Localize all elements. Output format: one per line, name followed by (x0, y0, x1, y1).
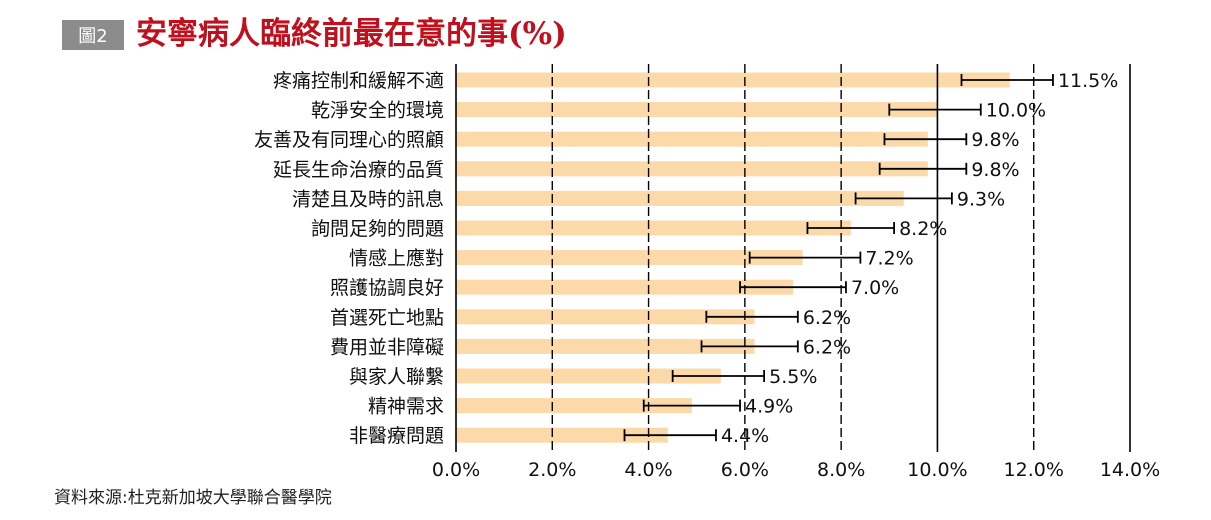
category-label: 清楚且及時的訊息 (292, 188, 444, 210)
error-bar (878, 162, 968, 175)
error-bar (854, 192, 953, 205)
category-label: 乾淨安全的環境 (311, 100, 444, 122)
category-label: 照護協調良好 (330, 277, 444, 299)
error-bar (806, 222, 895, 234)
data-label: 9.3% (957, 188, 1005, 210)
bar (456, 279, 793, 295)
bar (456, 190, 904, 206)
grid-layer (455, 64, 1131, 452)
error-bar (888, 103, 982, 116)
error-bar (960, 74, 1054, 86)
bars-layer (456, 72, 1010, 443)
source-note: 資料來源:杜克新加坡大學聯合醫學院 (54, 488, 332, 508)
x-tick-label: 6.0% (721, 459, 769, 481)
figure-label: 圖2 (62, 20, 124, 50)
chart-title: 安寧病人臨終前最在意的事(%) (136, 16, 567, 52)
bar (456, 250, 803, 266)
bar (456, 427, 668, 443)
data-label: 4.9% (745, 396, 793, 418)
category-label: 首選死亡地點 (330, 307, 444, 329)
data-label: 8.2% (899, 218, 947, 240)
error-bar (748, 251, 862, 264)
labels-layer: 0.0% 2.0% 4.0% 6.0% 8.0% 10.0% 12.0% 14.0% 疼痛控制和… (254, 70, 1160, 481)
category-label: 精神需求 (368, 396, 444, 418)
error-bar (883, 133, 968, 146)
x-tick-label: 12.0% (1004, 459, 1064, 481)
category-label: 疼痛控制和緩解不適 (273, 70, 444, 92)
bar (456, 102, 938, 118)
category-label: 非醫療問題 (349, 425, 444, 447)
category-label: 費用並非障礙 (330, 336, 444, 358)
bar (456, 72, 1010, 88)
data-label: 9.8% (971, 159, 1019, 181)
bar (456, 338, 755, 354)
category-label: 情感上應對 (349, 247, 444, 270)
bar (456, 161, 928, 177)
data-label: 4.4% (721, 425, 769, 447)
error-bar (739, 281, 847, 294)
x-tick-label: 10.0% (907, 459, 967, 481)
bar (456, 309, 755, 325)
error-bar (671, 370, 766, 382)
data-label: 6.2% (803, 336, 851, 358)
category-label: 友善及有同理心的照顧 (254, 129, 444, 151)
error-bars-layer (623, 74, 1054, 442)
data-label: 6.2% (803, 307, 851, 329)
category-label: 詢問足夠的問題 (311, 218, 444, 240)
data-label: 5.5% (769, 366, 817, 388)
x-tick-label: 2.0% (528, 459, 576, 481)
bar (456, 398, 692, 414)
x-tick-label: 8.0% (817, 459, 865, 481)
data-label: 7.2% (865, 248, 913, 270)
error-bar (700, 340, 799, 353)
x-tick-label: 4.0% (624, 459, 672, 481)
bar (456, 220, 851, 236)
error-bar (623, 429, 717, 442)
x-tick-label: 14.0% (1100, 459, 1160, 481)
category-label: 與家人聯繫 (349, 366, 444, 388)
category-label: 延長生命治療的品質 (273, 159, 444, 181)
data-label: 11.5% (1058, 70, 1118, 92)
error-bar (642, 399, 741, 412)
data-label: 10.0% (986, 100, 1046, 122)
error-bar (705, 310, 799, 323)
data-label: 9.8% (971, 129, 1019, 151)
x-tick-label: 0.0% (432, 459, 480, 481)
bar (456, 368, 721, 384)
data-label: 7.0% (851, 277, 899, 299)
bar (456, 131, 928, 147)
